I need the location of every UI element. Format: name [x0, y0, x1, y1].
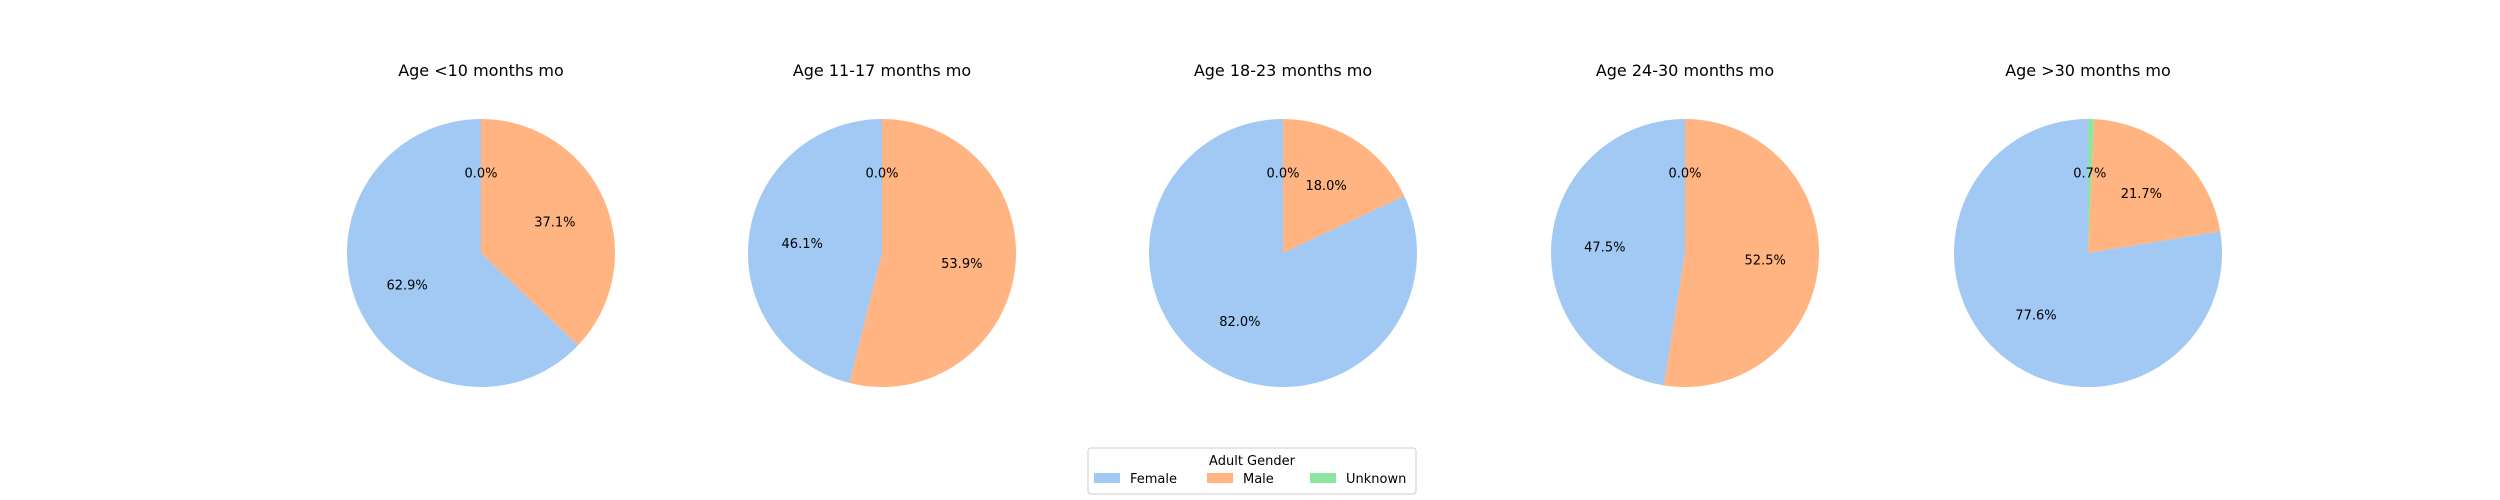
- pie-4: Age 24-30 months mo 47.5% 52.5% 0.0%: [1551, 61, 1819, 387]
- pie-4-slice-male: [1664, 119, 1819, 387]
- pie-5-title: Age >30 months mo: [2005, 61, 2171, 80]
- pie-3-label-male: 18.0%: [1305, 179, 1346, 194]
- legend-label-unknown: Unknown: [1346, 472, 1406, 487]
- pie-5-slice-unknown: [2088, 119, 2094, 253]
- legend-label-female: Female: [1130, 472, 1177, 487]
- pie-3-title: Age 18-23 months mo: [1194, 61, 1372, 80]
- legend-swatch-unknown: [1310, 473, 1336, 483]
- pie-2-label-unknown: 0.0%: [865, 167, 898, 182]
- pie-2: Age 11-17 months mo 46.1% 53.9% 0.0%: [747, 61, 1016, 387]
- pie-1-title: Age <10 months mo: [398, 61, 564, 80]
- pie-1-label-male: 37.1%: [534, 215, 575, 230]
- pie-3-slice-male: [1283, 118, 1405, 253]
- pie-5-label-male: 21.7%: [2121, 187, 2162, 202]
- legend-swatch-female: [1094, 473, 1120, 483]
- pie-3-label-unknown: 0.0%: [1266, 167, 1299, 182]
- pie-4-label-unknown: 0.0%: [1668, 167, 1701, 182]
- pie-1-label-female: 62.9%: [386, 279, 427, 294]
- pie-2-title: Age 11-17 months mo: [793, 61, 971, 80]
- pie-3: Age 18-23 months mo 82.0% 18.0% 0.0%: [1149, 61, 1417, 387]
- legend: Adult Gender Female Male Unknown: [1087, 447, 1417, 495]
- pie-2-label-male: 53.9%: [941, 257, 982, 272]
- pie-5: Age >30 months mo 77.6% 21.7% 0.7%: [1953, 61, 2222, 387]
- pie-1-slice-male: [481, 119, 615, 346]
- pie-4-slice-female: [1551, 119, 1685, 386]
- pie-5-slice-male: [2088, 119, 2221, 254]
- pie-1-slice-female: [346, 119, 579, 388]
- pie-2-slice-male: [849, 119, 1016, 387]
- pie-5-label-female: 77.6%: [2015, 308, 2056, 323]
- pie-5-slice-female: [1953, 119, 2222, 387]
- pie-4-title: Age 24-30 months mo: [1596, 61, 1774, 80]
- legend-items: Female Male Unknown: [1094, 472, 1406, 487]
- pie-4-label-female: 47.5%: [1584, 241, 1625, 256]
- pie-1: Age <10 months mo 62.9% 37.1% 0.0%: [346, 61, 615, 388]
- pie-5-label-unknown: 0.7%: [2073, 167, 2106, 182]
- pie-2-label-female: 46.1%: [782, 237, 823, 252]
- legend-title: Adult Gender: [1209, 454, 1296, 469]
- pie-4-label-male: 52.5%: [1745, 253, 1786, 268]
- pie-3-label-female: 82.0%: [1219, 315, 1260, 330]
- legend-label-male: Male: [1243, 472, 1274, 487]
- pie-1-label-unknown: 0.0%: [464, 167, 497, 182]
- pie-2-slice-female: [747, 119, 882, 383]
- legend-swatch-male: [1207, 473, 1233, 483]
